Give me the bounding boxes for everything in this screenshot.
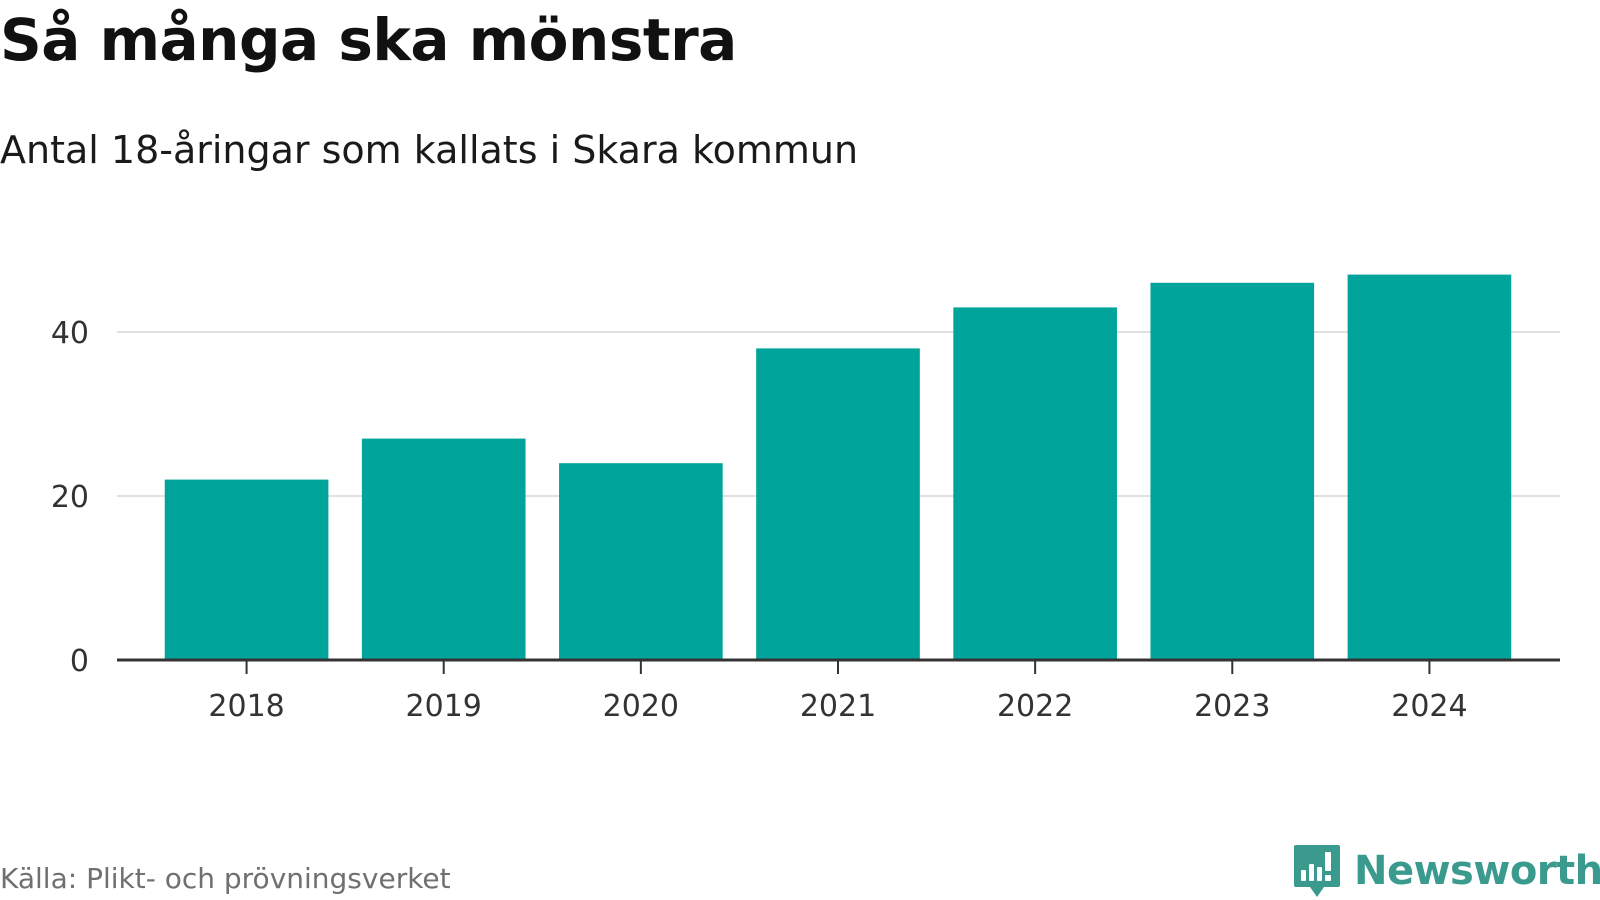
bar-2022 [953, 307, 1117, 660]
source-note: Källa: Plikt- och prövningsverket [0, 862, 451, 895]
bar-2018 [164, 479, 329, 660]
x-tick-label: 2019 [406, 689, 482, 724]
bar-2020 [559, 463, 723, 660]
brand-logo: Newsworthy [1292, 842, 1600, 900]
chart-subtitle: Antal 18-åringar som kallats i Skara kom… [0, 128, 859, 172]
bar-2019 [361, 438, 526, 660]
x-tick-label: 2024 [1391, 689, 1467, 724]
x-tick-label: 2023 [1194, 689, 1270, 724]
y-tick-label: 20 [51, 480, 89, 515]
y-tick-label: 40 [51, 316, 89, 351]
bar-2024 [1347, 274, 1512, 660]
bars [164, 274, 1512, 660]
x-tick-label: 2020 [603, 689, 679, 724]
newsworthy-logo-icon [1294, 845, 1340, 897]
bar-2023 [1150, 282, 1315, 660]
x-tick-label: 2018 [208, 689, 284, 724]
x-tick-label: 2021 [800, 689, 876, 724]
bar-2021 [756, 348, 920, 660]
axes: 0 20 40 2018 2019 2020 2021 2022 2023 2024 [51, 316, 1560, 724]
x-tick-label: 2022 [997, 689, 1073, 724]
y-tick-label: 0 [70, 644, 89, 679]
brand-name: Newsworthy [1354, 848, 1600, 894]
chart-title: Så många ska mönstra [0, 6, 737, 74]
